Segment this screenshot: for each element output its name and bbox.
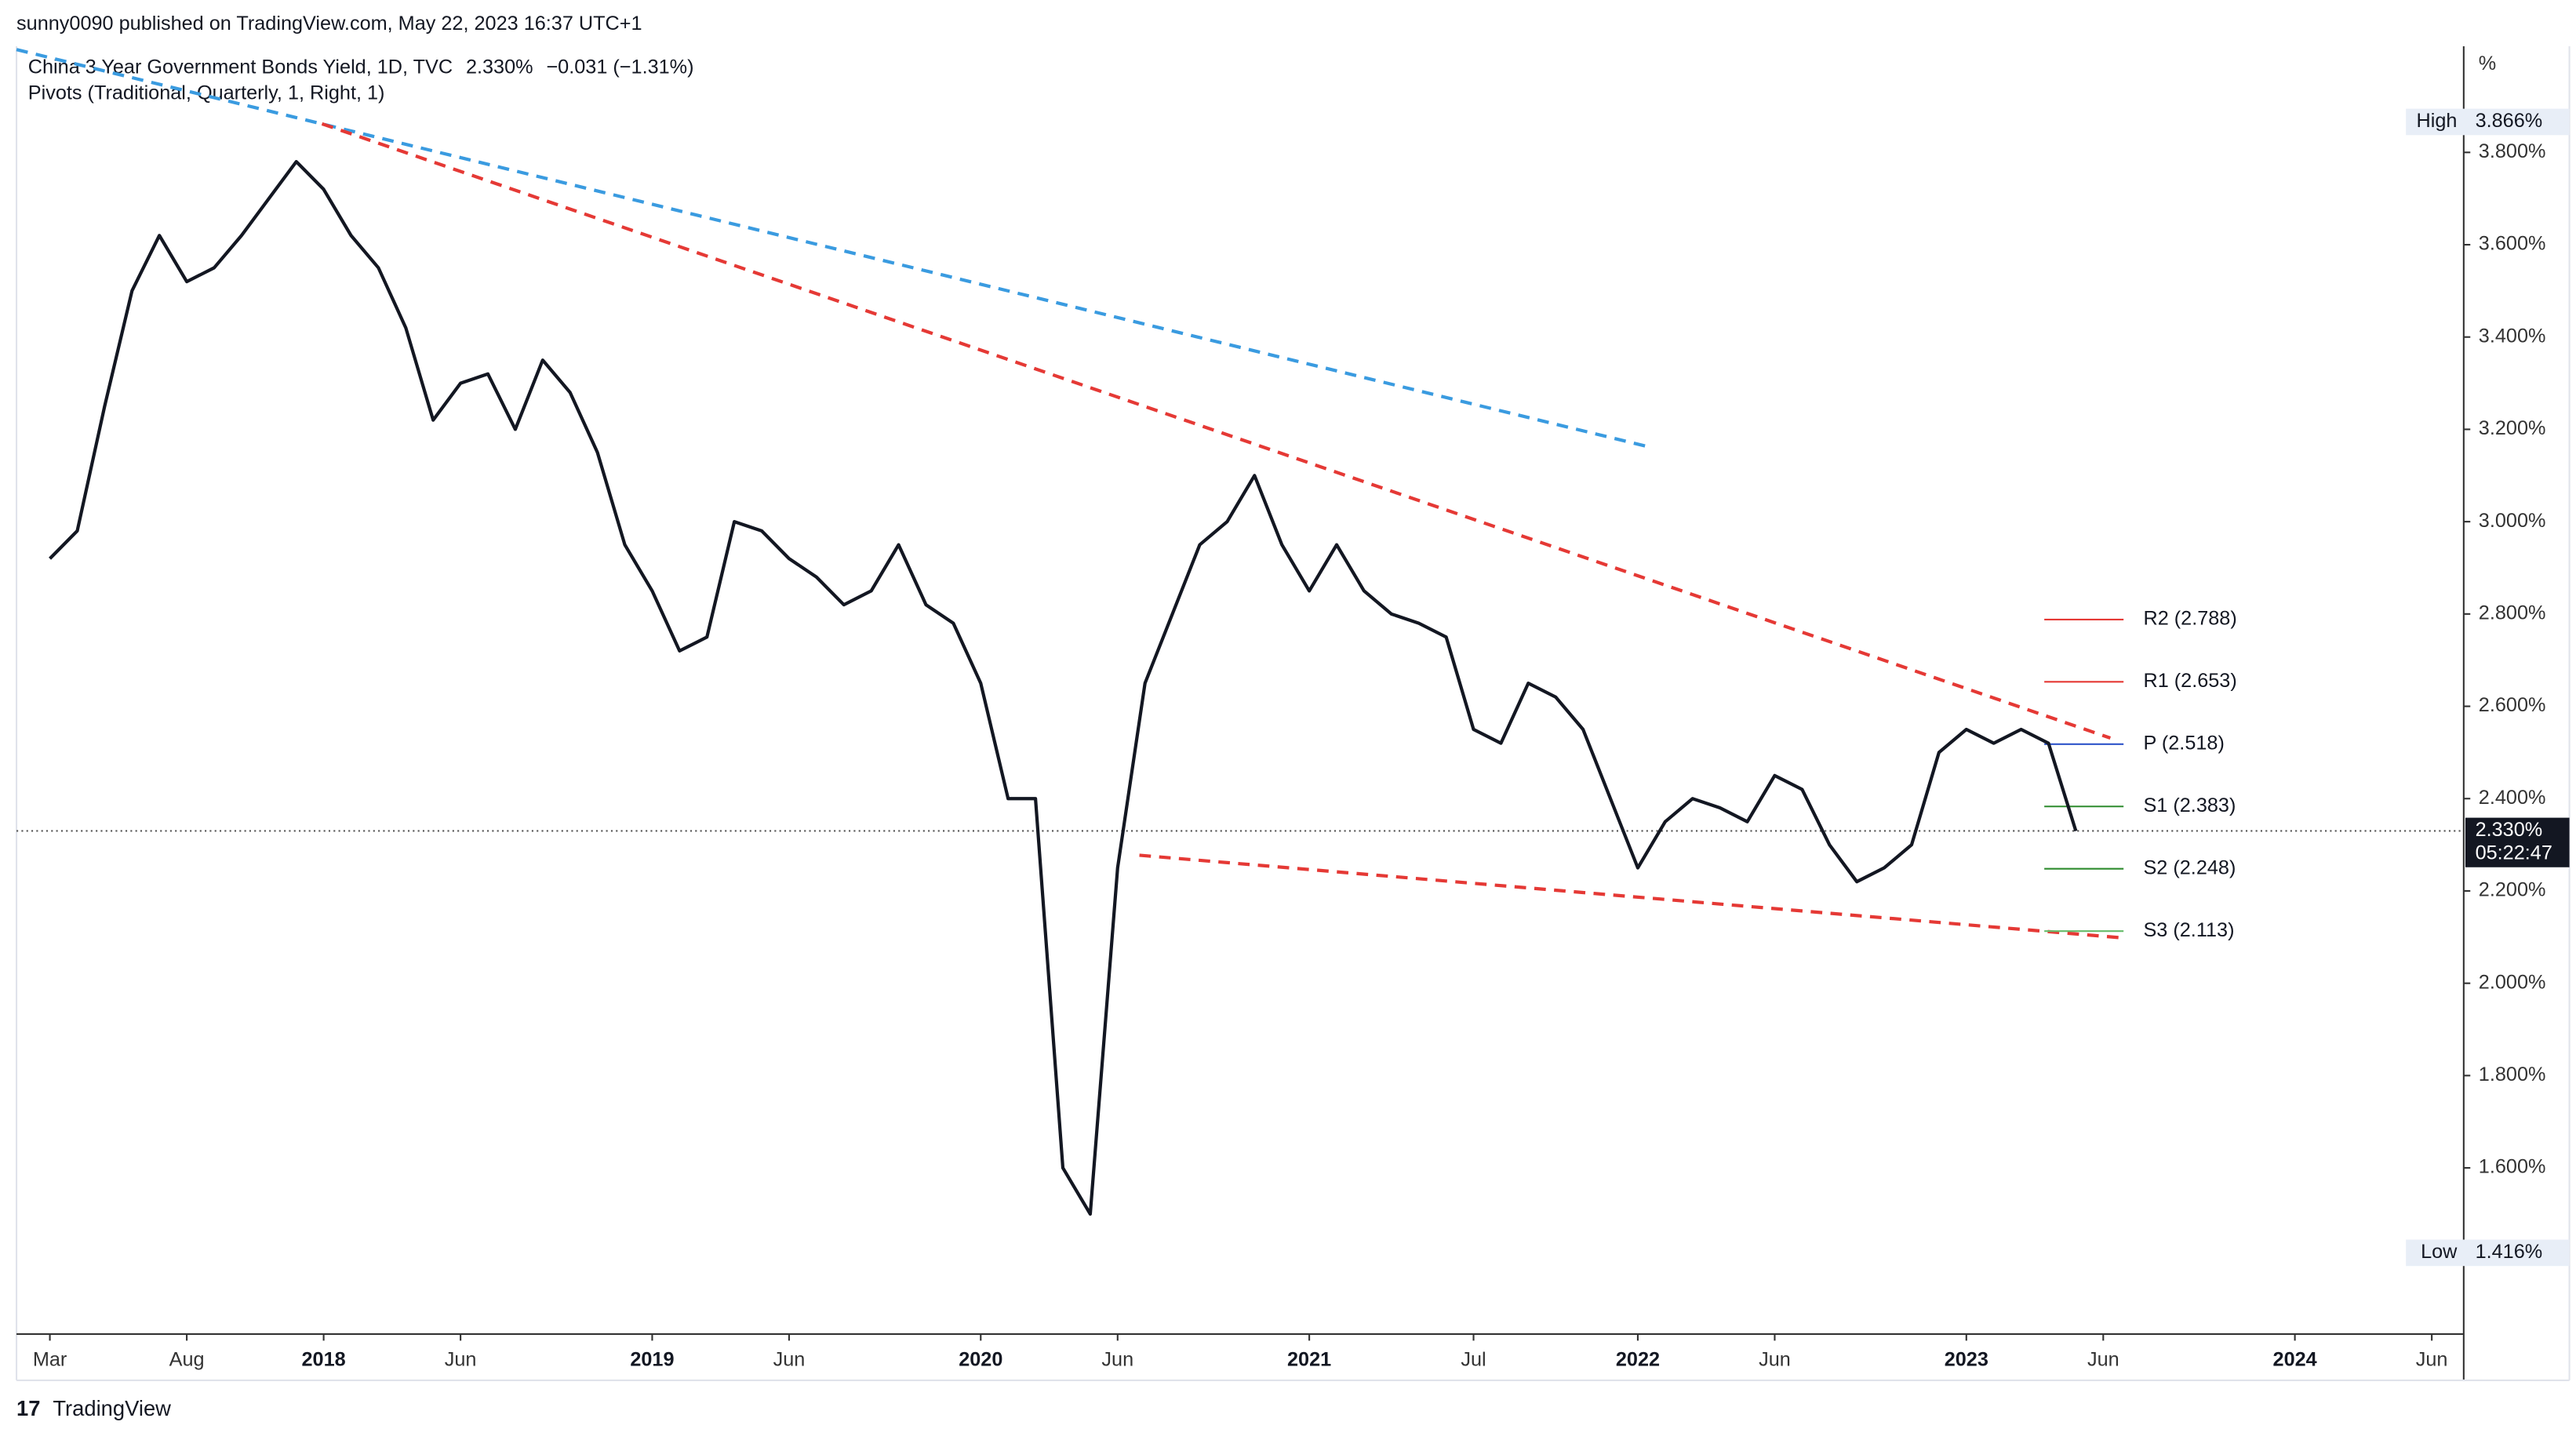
low-label: Low <box>2421 1241 2458 1263</box>
pivot-label: P (2.518) <box>2143 732 2224 754</box>
trendline <box>16 48 1652 449</box>
y-tick-label: 3.400% <box>2479 325 2546 347</box>
legend-last: 2.330% <box>466 56 533 78</box>
y-tick-label: 1.600% <box>2479 1156 2546 1178</box>
pivot-label: R2 (2.788) <box>2143 608 2236 630</box>
x-tick-label: 2022 <box>1616 1348 1660 1370</box>
x-tick-label: Jun <box>2416 1348 2448 1370</box>
y-unit: % <box>2479 53 2496 75</box>
trendline <box>1139 853 2123 940</box>
price-line <box>49 159 2078 1216</box>
pivot-label: S1 (2.383) <box>2143 794 2236 816</box>
countdown-label: 05:22:47 <box>2476 842 2552 864</box>
x-tick-label: Mar <box>33 1348 67 1370</box>
pivot-label: S2 (2.248) <box>2143 856 2236 878</box>
footer: TradingView <box>53 1396 171 1420</box>
x-tick-label: Jul <box>1461 1348 1486 1370</box>
y-tick-label: 2.000% <box>2479 971 2546 993</box>
legend-change: −0.031 (−1.31%) <box>546 56 693 78</box>
logo-mark: 17 <box>16 1396 40 1420</box>
indicator-legend: Pivots (Traditional, Quarterly, 1, Right… <box>28 82 385 104</box>
x-tick-label: Jun <box>445 1348 477 1370</box>
y-tick-label: 2.600% <box>2479 694 2546 716</box>
x-tick-label: 2020 <box>959 1348 1002 1370</box>
y-tick-label: 1.800% <box>2479 1064 2546 1085</box>
x-tick-label: Jun <box>1101 1348 1133 1370</box>
low-value: 1.416% <box>2476 1241 2543 1263</box>
y-tick-label: 3.200% <box>2479 417 2546 439</box>
y-tick-label: 3.600% <box>2479 233 2546 255</box>
pivot-label: S3 (2.113) <box>2143 919 2234 941</box>
y-tick-label: 2.800% <box>2479 602 2546 624</box>
x-tick-label: 2023 <box>1945 1348 1988 1370</box>
pivot-label: R1 (2.653) <box>2143 670 2236 692</box>
x-tick-label: Jun <box>773 1348 806 1370</box>
y-tick-label: 2.200% <box>2479 879 2546 901</box>
legend: China 3 Year Government Bonds Yield, 1D,… <box>28 56 694 78</box>
x-tick-label: 2019 <box>630 1348 674 1370</box>
x-tick-label: Aug <box>169 1348 205 1370</box>
x-tick-label: 2024 <box>2273 1348 2317 1370</box>
current-price-bg <box>2465 817 2570 867</box>
legend-title: China 3 Year Government Bonds Yield, 1D,… <box>28 56 453 78</box>
header: sunny0090 published on TradingView.com, … <box>16 13 642 35</box>
x-tick-label: Jun <box>2087 1348 2119 1370</box>
low-label-bg <box>2406 1239 2570 1267</box>
x-tick-label: Jun <box>1759 1348 1791 1370</box>
y-tick-label: 3.000% <box>2479 510 2546 532</box>
y-tick-label: 3.800% <box>2479 140 2546 162</box>
trendline <box>321 122 2112 740</box>
x-tick-label: 2021 <box>1287 1348 1331 1370</box>
high-label-bg <box>2406 108 2570 136</box>
high-label: High <box>2416 110 2457 132</box>
current-price-label: 2.330% <box>2476 819 2543 841</box>
x-tick-label: 2018 <box>302 1348 346 1370</box>
y-tick-label: 2.400% <box>2479 787 2546 809</box>
high-value: 3.866% <box>2476 110 2543 132</box>
